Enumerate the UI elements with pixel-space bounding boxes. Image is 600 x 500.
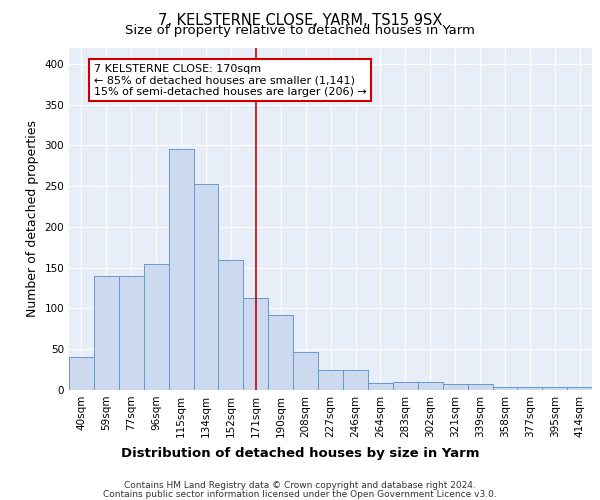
Bar (418, 382, 443, 390)
Bar (119, 276, 144, 390)
Bar (144, 264, 169, 390)
Text: 7 KELSTERNE CLOSE: 170sqm
← 85% of detached houses are smaller (1,141)
15% of se: 7 KELSTERNE CLOSE: 170sqm ← 85% of detac… (94, 64, 367, 97)
Bar (443, 384, 467, 390)
Text: Contains public sector information licensed under the Open Government Licence v3: Contains public sector information licen… (103, 490, 497, 499)
Bar (343, 370, 368, 390)
Text: Contains HM Land Registry data © Crown copyright and database right 2024.: Contains HM Land Registry data © Crown c… (124, 481, 476, 490)
Bar (493, 386, 517, 390)
Y-axis label: Number of detached properties: Number of detached properties (26, 120, 39, 318)
Text: Size of property relative to detached houses in Yarm: Size of property relative to detached ho… (125, 24, 475, 37)
Text: Distribution of detached houses by size in Yarm: Distribution of detached houses by size … (121, 448, 479, 460)
Bar (293, 352, 318, 390)
Bar (542, 386, 567, 390)
Bar (244, 298, 268, 390)
Bar (169, 150, 194, 390)
Text: 7, KELSTERNE CLOSE, YARM, TS15 9SX: 7, KELSTERNE CLOSE, YARM, TS15 9SX (158, 13, 442, 28)
Bar (368, 384, 393, 390)
Bar (393, 382, 418, 390)
Bar (268, 315, 293, 390)
Bar (467, 384, 493, 390)
Bar (94, 276, 119, 390)
Bar (194, 184, 218, 390)
Bar (318, 370, 343, 390)
Bar (567, 386, 592, 390)
Bar (517, 386, 542, 390)
Bar (69, 358, 94, 390)
Bar (218, 260, 244, 390)
